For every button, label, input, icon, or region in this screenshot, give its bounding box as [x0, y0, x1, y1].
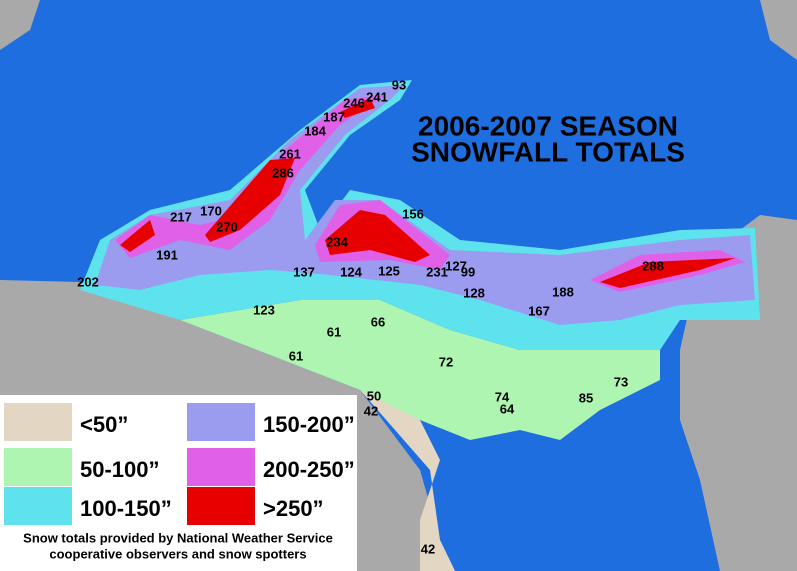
station-total: 261 — [279, 146, 301, 161]
station-total: 217 — [170, 209, 192, 224]
station-total: 288 — [642, 258, 664, 273]
station-total: 241 — [366, 89, 388, 104]
zone-150-200 — [95, 85, 755, 325]
legend-swatch — [187, 487, 255, 525]
station-total: 270 — [216, 219, 238, 234]
station-total: 188 — [552, 284, 574, 299]
credit: Snow totals provided by National Weather… — [23, 530, 333, 545]
credit: cooperative observers and snow spotters — [49, 546, 306, 561]
station-total: 123 — [253, 302, 275, 317]
station-total: 128 — [463, 285, 485, 300]
station-total: 137 — [293, 264, 315, 279]
legend-label: >250” — [263, 496, 324, 521]
station-total: 61 — [289, 348, 303, 363]
zone-under-50 — [360, 390, 455, 571]
legend-label: <50” — [80, 412, 128, 437]
station-total: 66 — [371, 314, 385, 329]
zone-over-250 — [120, 98, 735, 288]
station-total: 234 — [326, 234, 348, 249]
legend-swatch — [4, 487, 72, 525]
station-total: 72 — [439, 354, 453, 369]
station-total: 170 — [200, 203, 222, 218]
station-total: 124 — [340, 264, 362, 279]
station-total: 64 — [500, 401, 515, 416]
station-total: 187 — [323, 109, 345, 124]
station-total: 156 — [402, 206, 424, 221]
station-total: 85 — [579, 390, 593, 405]
title-line: 2006-2007 SEASON — [418, 110, 678, 141]
legend-label: 100-150” — [80, 496, 172, 521]
zone-50-100 — [180, 300, 660, 440]
station-total: 184 — [304, 123, 326, 138]
station-total: 73 — [614, 374, 628, 389]
station-total: 231 — [426, 264, 448, 279]
station-total: 74 — [495, 389, 510, 404]
station-total: 127 — [445, 258, 467, 273]
legend-label: 200-250” — [263, 457, 355, 482]
station-total: 202 — [77, 274, 99, 289]
station-total: 246 — [343, 95, 365, 110]
legend-label: 50-100” — [80, 457, 160, 482]
station-total: 286 — [272, 165, 294, 180]
station-total: 61 — [327, 324, 341, 339]
legend-label: 150-200” — [263, 412, 355, 437]
station-total: 167 — [528, 303, 550, 318]
station-total: 99 — [461, 264, 475, 279]
station-total: 42 — [421, 541, 435, 556]
legend-swatch — [187, 403, 255, 441]
legend-swatch — [187, 448, 255, 486]
title-line: SNOWFALL TOTALS — [411, 136, 685, 167]
station-total: 42 — [364, 403, 378, 418]
legend-swatch — [4, 448, 72, 486]
station-total: 125 — [378, 263, 400, 278]
station-total: 191 — [156, 247, 178, 262]
legend-swatch — [4, 403, 72, 441]
station-total: 93 — [392, 77, 406, 92]
station-total: 50 — [367, 388, 381, 403]
